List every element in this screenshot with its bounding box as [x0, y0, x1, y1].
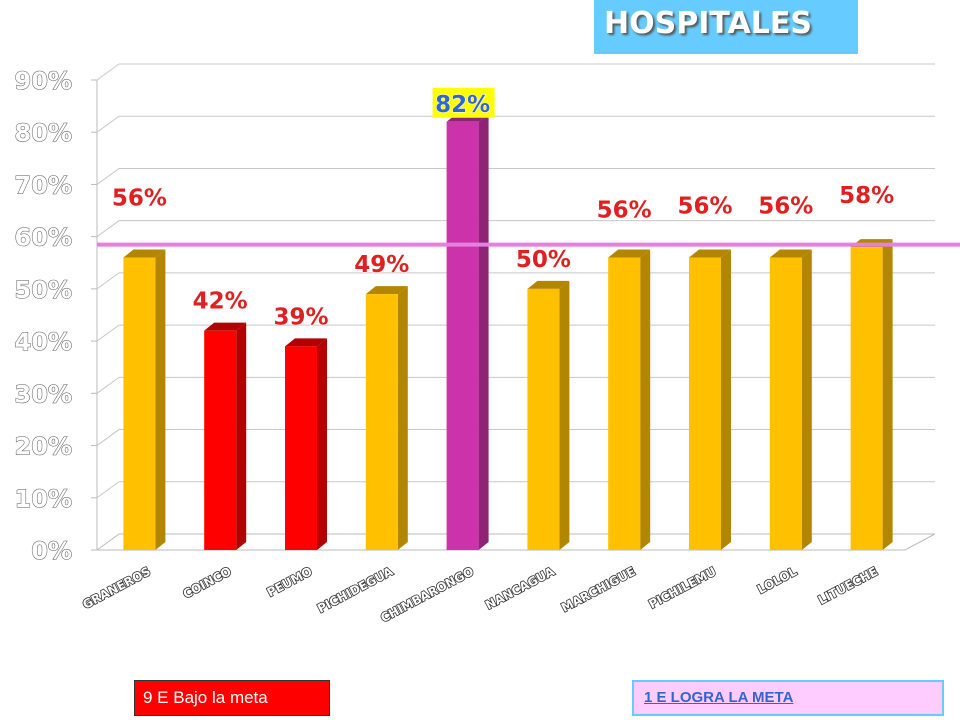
bar-peumo [285, 338, 327, 550]
bar-side [801, 249, 812, 551]
bar-front [850, 247, 883, 550]
gridline [96, 376, 935, 394]
bar-litueche [850, 239, 893, 550]
bar-side [236, 322, 247, 550]
data-labels: 56% 42% 39% 49% 82% 50% 56% 56% 56% 58% [111, 87, 895, 331]
bar-front [123, 257, 156, 550]
y-tick-label: 60% [15, 224, 72, 252]
x-tick-label: LOLOL [755, 564, 799, 596]
y-tick-label: 0% [31, 537, 72, 565]
y-tick-label: 80% [15, 119, 72, 147]
data-label: 50% [516, 247, 571, 273]
data-label: 58% [839, 183, 894, 209]
gridline [96, 167, 935, 185]
chart-title: HOSPITALES [604, 6, 812, 41]
bar-front [365, 294, 398, 550]
y-tick-label: 70% [15, 171, 72, 199]
legend-below-goal: 9 E Bajo la meta [134, 680, 330, 716]
bar-top [608, 249, 651, 258]
bar-front [769, 257, 802, 550]
gridline [96, 115, 935, 133]
bar-graneros [123, 249, 166, 551]
bar-top [204, 322, 247, 331]
bars [123, 113, 893, 551]
y-tick-label: 30% [15, 380, 72, 408]
bar-top [527, 280, 570, 289]
bar-front [527, 288, 560, 550]
data-label: 56% [758, 194, 813, 220]
bar-marchigue [608, 249, 651, 551]
bar-pichidegua [365, 286, 408, 550]
bar-side [155, 249, 166, 551]
y-tick-label: 90% [15, 67, 72, 95]
x-axis-ticks: GRANEROS COINCO PEUMO PICHIDEGUACHIMBARONGO… [79, 563, 880, 626]
x-tick-label: GRANEROS [80, 564, 153, 611]
bar-chimbarongo [446, 113, 489, 551]
x-tick-label: NANCAGUA [483, 564, 557, 612]
bar-side [397, 286, 408, 550]
bar-front [446, 121, 479, 551]
y-tick-label: 50% [15, 276, 72, 304]
bar-top [365, 286, 408, 295]
floor-line [96, 533, 935, 551]
data-label: 56% [112, 186, 167, 212]
data-label: 39% [273, 304, 328, 330]
bar-top [769, 249, 812, 258]
legend-below-goal-label: 9 E Bajo la meta [143, 688, 268, 707]
bar-front [285, 346, 317, 550]
data-label: 49% [354, 252, 409, 278]
x-tick-label: PICHILEMU [646, 564, 718, 611]
data-label: 56% [677, 194, 732, 220]
gridline [96, 324, 935, 342]
bar-side [721, 249, 731, 551]
legend-meets-goal: 1 E LOGRA LA META [632, 680, 944, 716]
bar-top [123, 249, 166, 258]
bar-side [478, 113, 489, 551]
title-banner: HOSPITALES [594, 0, 858, 54]
bar-pichilemu [689, 249, 731, 551]
x-tick-label: LITUECHE [816, 564, 880, 607]
bar-side [317, 338, 327, 550]
bar-nancagua [527, 280, 570, 550]
bar-top [689, 249, 731, 258]
y-tick-label: 10% [15, 485, 72, 513]
y-axis-ticks: 0% 10% 20% 30% 40% 50% 60% 70% 80% 90% [14, 67, 72, 566]
bar-side [559, 280, 570, 550]
data-label: 82% [435, 92, 490, 118]
bar-coinco [204, 322, 247, 550]
x-tick-label: COINCO [181, 564, 234, 601]
gridline [96, 481, 935, 499]
gridline [96, 220, 935, 238]
bar-top [285, 338, 327, 347]
x-tick-label: PEUMO [265, 564, 315, 599]
gridline [96, 272, 935, 290]
bar-front [689, 257, 721, 550]
bar-front [608, 257, 641, 550]
y-tick-label: 20% [15, 433, 72, 461]
y-tick-label: 40% [15, 328, 72, 356]
bar-front [204, 330, 237, 550]
gridline [96, 63, 935, 81]
data-label-highlight [432, 87, 495, 118]
legend-meets-goal-label: 1 E LOGRA LA META [644, 689, 794, 706]
gridline [96, 429, 935, 446]
x-tick-label: MARCHIGUE [559, 564, 638, 615]
data-label: 42% [193, 289, 248, 315]
x-tick-label: PICHIDEGUA [315, 564, 396, 616]
bar-side [882, 239, 893, 550]
data-label: 56% [597, 198, 652, 224]
bar-lolol [769, 249, 812, 551]
bar-side [640, 249, 651, 551]
